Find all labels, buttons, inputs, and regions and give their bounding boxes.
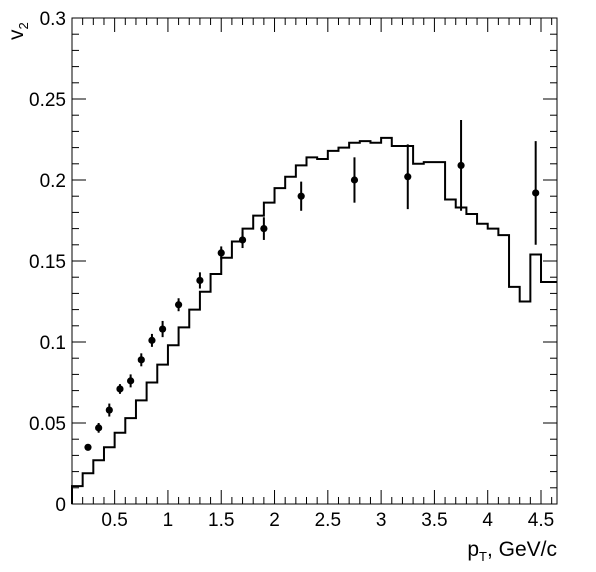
x-axis-title-main: p: [467, 538, 479, 561]
data-point: [238, 236, 247, 244]
data-point: [532, 189, 540, 197]
data-point: [174, 301, 183, 309]
plot-frame: [71, 17, 558, 505]
step-histogram-line: [71, 136, 557, 504]
data-points: [84, 120, 540, 451]
data-point: [457, 161, 465, 170]
data-point: [127, 377, 135, 385]
data-point: [404, 173, 412, 181]
y-tick-label: 0: [55, 495, 66, 516]
data-point: [84, 443, 92, 451]
y-tick-label: 0.15: [29, 252, 66, 273]
x-tick-label: 3.5: [421, 510, 447, 531]
x-tick-label: 1: [163, 510, 174, 531]
data-point: [196, 276, 204, 285]
data-point: [148, 336, 156, 344]
x-tick-label: 4.5: [528, 510, 554, 531]
axis-ticks: [71, 17, 557, 505]
data-point: [159, 325, 167, 333]
data-point: [260, 225, 268, 233]
data-point: [217, 249, 225, 257]
y-tick-label: 0.05: [29, 414, 66, 435]
y-axis-title-main: v: [5, 29, 28, 40]
x-tick-label: 2: [269, 510, 280, 531]
data-point: [137, 356, 145, 364]
y-axis-title: v2: [5, 22, 31, 40]
y-axis-title-sub: 2: [16, 22, 31, 29]
x-axis-title-rest: , GeV/c: [487, 538, 557, 561]
y-tick-label: 0.25: [29, 90, 66, 111]
data-point: [95, 424, 103, 432]
data-point: [350, 176, 359, 184]
data-point: [116, 385, 124, 393]
x-tick-label: 0.5: [101, 510, 127, 531]
x-tick-label: 4: [482, 510, 493, 531]
tick-labels: 0.5 1 1.5 2 2.5 3 3.5 4 4.5 0 0.05 0.1 0.15 0.2 0.25 0.…: [29, 9, 554, 531]
data-point: [297, 192, 305, 200]
x-tick-label: 1.5: [208, 510, 234, 531]
y-tick-label: 0.1: [40, 333, 66, 354]
x-tick-label: 3: [376, 510, 387, 531]
x-axis-title: pT, GeV/c: [467, 538, 557, 564]
y-tick-label: 0.2: [40, 171, 66, 192]
x-axis-title-sub: T: [479, 549, 487, 564]
data-point: [105, 406, 113, 414]
x-tick-label: 2.5: [315, 510, 341, 531]
y-tick-label: 0.3: [40, 9, 66, 30]
